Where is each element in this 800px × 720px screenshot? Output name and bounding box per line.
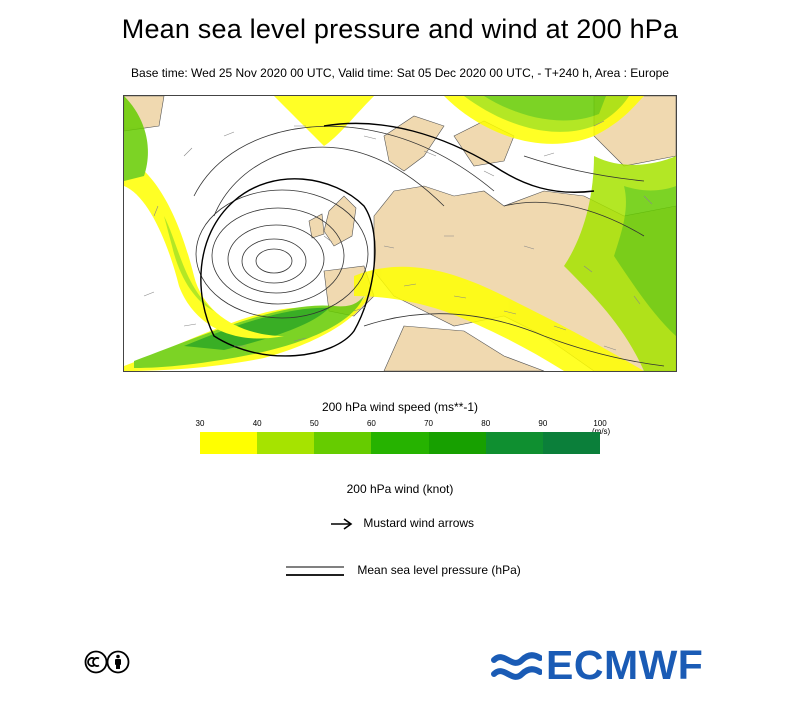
colorbar-tick: 40 — [252, 419, 262, 428]
colorbar-tick: 30 — [195, 419, 205, 428]
colorbar-tick: 60 — [366, 419, 376, 428]
colorbar-title: 200 hPa wind speed (ms**-1) — [321, 400, 479, 414]
wind-arrow-legend: Mustard wind arrows — [330, 516, 474, 531]
cc-by-logo — [84, 650, 130, 679]
colorbar-ticks: 30 40 50 60 70 80 90 100 — [196, 419, 607, 431]
colorbar-tick: 70 — [424, 419, 434, 428]
colorbar-segment — [371, 432, 429, 454]
colorbar-segment — [485, 432, 543, 454]
pressure-label: Mean sea level pressure (hPa) — [357, 563, 521, 578]
creative-commons-by-icon — [84, 650, 130, 674]
map-subtitle: Base time: Wed 25 Nov 2020 00 UTC, Valid… — [131, 66, 669, 80]
arrow-icon — [331, 518, 353, 530]
colorbar-tick: 90 — [538, 419, 548, 428]
colorbar-segment — [428, 432, 486, 454]
colorbar-tick: 80 — [481, 419, 491, 428]
colorbar-unit: (m/s) — [592, 427, 611, 436]
colorbar-segment — [314, 432, 372, 454]
forecast-map — [123, 95, 677, 372]
map-title: Mean sea level pressure and wind at 200 … — [121, 14, 679, 44]
wind-speed-shading — [124, 96, 676, 371]
ecmwf-wave-icon — [491, 651, 542, 680]
pressure-legend: Mean sea level pressure (hPa) — [286, 563, 521, 579]
colorbar-tick: 100 — [593, 419, 607, 428]
wind-arrows — [143, 120, 653, 351]
colorbar-tick: 50 — [309, 419, 319, 428]
colorbar — [200, 432, 600, 454]
isobar-line-icon — [286, 566, 344, 576]
wind-arrow-label: Mustard wind arrows — [363, 516, 475, 530]
colorbar-segment — [257, 432, 315, 454]
ecmwf-logo: ECMWF — [490, 642, 703, 689]
colorbar-segment — [542, 432, 600, 454]
pressure-isobars — [193, 125, 665, 367]
wind-legend-title: 200 hPa wind (knot) — [346, 482, 454, 496]
colorbar-segment — [200, 432, 258, 454]
pressure-isobars-bold — [200, 122, 595, 357]
ecmwf-wordmark: ECMWF — [546, 642, 704, 688]
